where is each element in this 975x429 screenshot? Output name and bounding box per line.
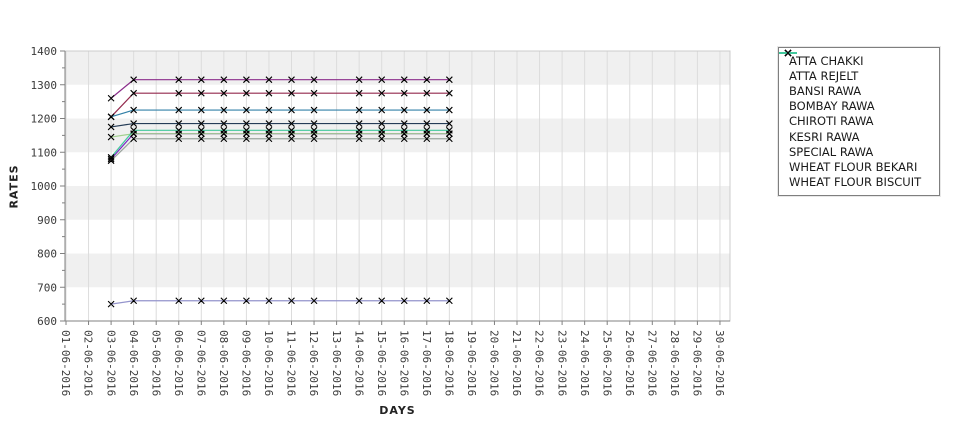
legend-label: CHIROTI RAWA: [789, 114, 874, 129]
series-markers-bansi-rawa: [107, 120, 453, 131]
x-tick-label: 15-06-2016: [375, 330, 388, 396]
y-tick-label: 1000: [31, 180, 58, 193]
y-tick-label: 800: [37, 248, 57, 261]
plot-band: [65, 253, 730, 288]
x-tick-label: 08-06-2016: [217, 330, 230, 396]
x-tick-label: 16-06-2016: [397, 330, 410, 396]
y-tick-label: 600: [37, 315, 57, 328]
legend-label: BOMBAY RAWA: [789, 99, 875, 114]
legend-item-chiroti-rawa: CHIROTI RAWA: [779, 49, 939, 129]
series-markers-wheat-flour-biscuit: [107, 126, 453, 161]
x-tick-label: 06-06-2016: [172, 330, 185, 396]
legend-marker-icon: [779, 49, 797, 57]
legend-label: KESRI RAWA: [789, 129, 860, 144]
x-tick-label: 01-06-2016: [59, 330, 72, 396]
legend-item-wheat-flour-biscuit: WHEAT FLOUR BISCUIT: [779, 49, 939, 190]
y-axis-title: RATES: [7, 164, 21, 209]
series-line-kesri-rawa: [111, 133, 450, 138]
series-markers-chiroti-rawa: [107, 106, 453, 121]
x-tick-label: 17-06-2016: [420, 330, 433, 396]
series-line-wheat-flour-bekari: [110, 92, 450, 118]
x-tick-label: 24-06-2016: [578, 330, 591, 396]
series-line-atta-chakki: [110, 138, 450, 162]
x-tick-label: 14-06-2016: [352, 330, 365, 396]
legend-item-atta-rejelt: ATTA REJELT: [779, 49, 939, 83]
series-markers-kesri-rawa: [107, 130, 453, 141]
legend-label: ATTA REJELT: [789, 68, 859, 83]
legend-item-special-rawa: SPECIAL RAWA: [779, 49, 939, 159]
series-line-chiroti-rawa: [110, 109, 450, 118]
series-line-bansi-rawa: [111, 122, 450, 128]
series-markers-wheat-flour-bekari: [107, 89, 453, 121]
x-tick-label: 26-06-2016: [623, 330, 636, 396]
y-tick-label: 900: [37, 214, 57, 227]
x-tick-label: 05-06-2016: [149, 330, 162, 396]
series-markers-bombay-rawa: [107, 76, 453, 102]
x-tick-label: 18-06-2016: [443, 330, 456, 396]
x-tick-label: 29-06-2016: [691, 330, 704, 396]
x-tick-label: 04-06-2016: [127, 330, 140, 396]
x-tick-label: 22-06-2016: [533, 330, 546, 396]
legend-item-bombay-rawa: BOMBAY RAWA: [779, 49, 939, 114]
legend-item-atta-chakki: ATTA CHAKKI: [779, 49, 939, 68]
legend-label: BANSI RAWA: [789, 83, 862, 98]
x-tick-label: 19-06-2016: [465, 330, 478, 396]
legend-label: ATTA CHAKKI: [789, 53, 864, 68]
legend-label: SPECIAL RAWA: [789, 144, 874, 159]
legend-label: WHEAT FLOUR BEKARI: [789, 159, 918, 174]
plot-band: [65, 186, 730, 220]
x-tick-label: 30-06-2016: [713, 330, 726, 396]
x-tick-label: 27-06-2016: [645, 330, 658, 396]
x-tick-label: 21-06-2016: [510, 330, 523, 396]
y-tick-label: 1100: [31, 146, 58, 159]
x-tick-label: 25-06-2016: [600, 330, 613, 396]
y-tick-label: 1300: [31, 79, 58, 92]
x-axis-title: DAYS: [379, 404, 416, 417]
x-tick-label: 28-06-2016: [668, 330, 681, 396]
x-tick-label: 12-06-2016: [307, 330, 320, 396]
x-tick-label: 13-06-2016: [330, 330, 343, 396]
legend-item-bansi-rawa: BANSI RAWA: [779, 49, 939, 98]
x-tick-label: 10-06-2016: [262, 330, 275, 396]
x-tick-label: 09-06-2016: [240, 330, 253, 396]
x-tick-label: 23-06-2016: [555, 330, 568, 396]
x-tick-label: 03-06-2016: [104, 330, 117, 396]
x-tick-label: 07-06-2016: [194, 330, 207, 396]
legend-item-wheat-flour-bekari: WHEAT FLOUR BEKARI: [779, 49, 939, 174]
legend-label: WHEAT FLOUR BISCUIT: [789, 175, 922, 190]
series-markers-special-rawa: [107, 297, 453, 308]
x-tick-label: 02-06-2016: [82, 330, 95, 396]
x-tick-label: 11-06-2016: [285, 330, 298, 396]
x-tick-label: 20-06-2016: [488, 330, 501, 396]
series-line-special-rawa: [111, 300, 450, 305]
series-line-bombay-rawa: [110, 79, 450, 99]
plot-area: 600 700 800 900 1000 1100 1200 1300 1400 01-06-20…: [31, 45, 731, 396]
y-tick-label: 700: [37, 281, 57, 294]
legend-item-kesri-rawa: KESRI RAWA: [779, 49, 939, 144]
y-tick-label: 1200: [31, 113, 58, 126]
y-tick-label: 1400: [31, 45, 58, 58]
series-line-wheat-flour-biscuit: [110, 129, 450, 158]
legend: ATTA CHAKKI ATTA REJELT BANSI RAWA BOMBAY R…: [778, 47, 940, 196]
series-markers-atta-chakki: [107, 135, 453, 165]
